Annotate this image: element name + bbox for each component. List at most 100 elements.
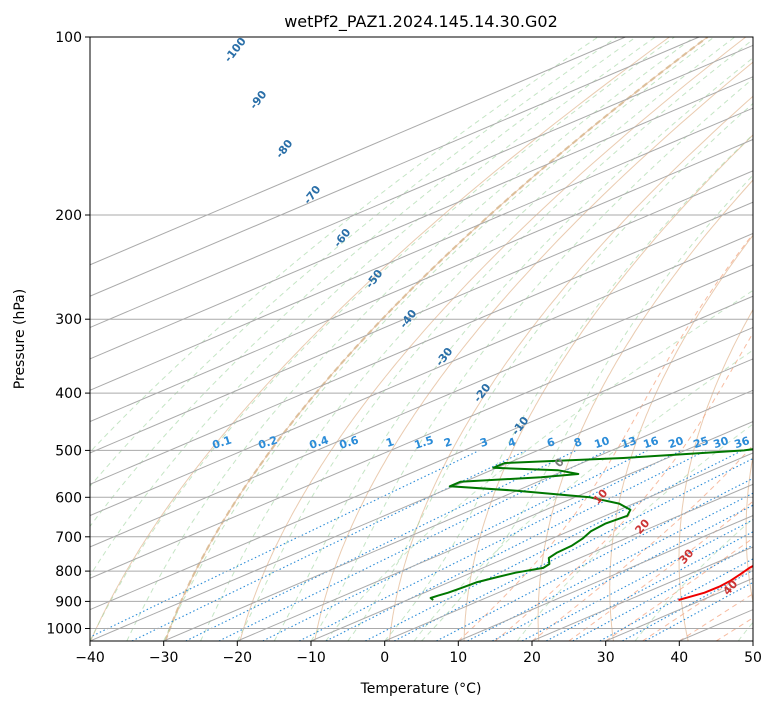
dry-adiabat <box>239 37 747 641</box>
mixing-ratio-line <box>218 449 608 641</box>
y-tick-label: 700 <box>55 530 82 546</box>
saturation-line <box>413 349 753 641</box>
mixing-ratio-label: 4 <box>506 435 518 450</box>
moist-adiabat <box>642 567 753 641</box>
dry-adiabat <box>463 134 753 641</box>
mixing-ratio-label: 30 <box>712 434 731 451</box>
y-axis-title: Pressure (hPa) <box>12 289 28 389</box>
isotherm <box>90 232 753 517</box>
mixing-ratio-line <box>467 492 753 641</box>
isotherm <box>310 452 753 641</box>
mixing-ratio-label: 20 <box>667 434 686 451</box>
sounding-profiles <box>429 448 753 601</box>
y-tick-label: 300 <box>55 312 82 328</box>
mixing-ratio-line <box>262 449 648 641</box>
x-tick-label: 10 <box>449 650 467 666</box>
dewpoint-profile <box>429 448 753 601</box>
mixing-ratio-label: 0.4 <box>308 433 331 451</box>
isotherm <box>90 37 700 297</box>
plot-area: -100-90-80-70-60-50-40-30-20-100.1 0.2 0.4… <box>90 37 753 641</box>
mixing-ratio-label: 36 <box>733 434 752 451</box>
mixing-ratio-label: 13 <box>620 434 639 451</box>
isotherm <box>90 138 753 423</box>
mixing-ratio-line <box>90 449 480 638</box>
isotherm <box>90 295 753 579</box>
isotherm <box>458 515 753 641</box>
mixing-ratio-label: 2 <box>442 435 453 450</box>
chart-title: wetPf2_PAZ1.2024.145.14.30.G02 <box>284 12 558 32</box>
moist-adiabat <box>236 38 753 641</box>
x-tick-label: 50 <box>744 650 762 666</box>
mixing-ratio-label: 16 <box>642 434 661 451</box>
isotherm <box>90 264 753 548</box>
x-axis-title: Temperature (°C) <box>360 681 482 697</box>
isotherm <box>90 326 753 611</box>
x-tick-label: −20 <box>223 650 253 666</box>
x-tick-label: −10 <box>296 650 326 666</box>
moist-adiabat <box>90 37 675 641</box>
y-tick-label: 400 <box>55 386 82 402</box>
x-tick-label: 40 <box>670 650 688 666</box>
mixing-ratio-label: 1 <box>384 435 395 450</box>
mixing-ratio-line <box>365 449 743 641</box>
isotherm <box>90 170 753 454</box>
y-tick-label: 800 <box>55 564 82 580</box>
moist-adiabat <box>163 37 715 641</box>
isotherm <box>90 358 753 641</box>
isotherm <box>90 76 753 360</box>
mixing-ratio-label: 6 <box>545 435 557 450</box>
mixing-ratio-line <box>644 581 753 641</box>
isotherm <box>384 483 753 641</box>
saturation-line <box>325 289 753 641</box>
dry-adiabat <box>388 95 753 641</box>
y-axis-ticks: 100 200 300 400 500 600 700 800 900 1000 <box>46 30 90 638</box>
mixing-ratio-line <box>622 569 753 641</box>
moist-adiabat <box>126 37 695 641</box>
x-tick-label: −30 <box>149 650 179 666</box>
isotherm <box>90 44 753 329</box>
x-tick-label: 20 <box>523 650 541 666</box>
dry-adiabat <box>609 234 753 641</box>
y-tick-label: 1000 <box>46 622 82 638</box>
moist-adiabat <box>531 444 753 641</box>
mixing-ratio-line <box>325 449 707 641</box>
moist-adiabat <box>200 37 736 641</box>
saturation-line <box>634 518 753 641</box>
isotherm <box>163 389 753 641</box>
mixing-ratio-label: 0.1 <box>211 433 234 451</box>
x-axis-ticks: −40 −30 −20 −10 0 10 20 30 40 50 <box>75 641 762 666</box>
moist-adiabat <box>494 331 753 641</box>
isotherm <box>90 107 753 391</box>
mixing-ratio-label: 3 <box>478 435 489 450</box>
moist-adiabat <box>273 57 753 641</box>
mixing-ratio-line <box>393 457 753 641</box>
dry-adiabat <box>537 179 753 641</box>
x-tick-label: 30 <box>597 650 615 666</box>
mixing-ratio-label: 0.6 <box>338 433 361 451</box>
isobar-gridlines <box>90 37 753 629</box>
mixing-ratio-label: 0.2 <box>257 433 280 451</box>
isotherm <box>90 37 626 266</box>
y-tick-label: 200 <box>55 208 82 224</box>
mixing-ratio-label: 25 <box>692 434 711 451</box>
mixing-ratio-label: 10 <box>593 434 612 451</box>
y-tick-label: 500 <box>55 443 82 459</box>
isotherm <box>237 421 753 641</box>
isotherm <box>90 201 753 485</box>
mixing-ratio-label: 8 <box>572 435 583 450</box>
mixing-ratio-line <box>599 558 753 641</box>
dry-adiabat <box>314 61 753 641</box>
y-tick-label: 100 <box>55 30 82 46</box>
y-tick-label: 600 <box>55 490 82 506</box>
mixing-ratio-line <box>185 449 577 641</box>
mixing-ratio-label: 1.5 <box>413 433 436 451</box>
moist-adiabat <box>605 537 753 641</box>
moist-adiabat <box>90 37 656 577</box>
skewed-isotherms <box>90 37 753 641</box>
mixing-ratio-line <box>298 449 682 641</box>
moist-adiabat <box>421 174 753 641</box>
y-tick-label: 900 <box>55 594 82 610</box>
plot-frame <box>89 36 754 642</box>
x-tick-label: 0 <box>380 650 389 666</box>
